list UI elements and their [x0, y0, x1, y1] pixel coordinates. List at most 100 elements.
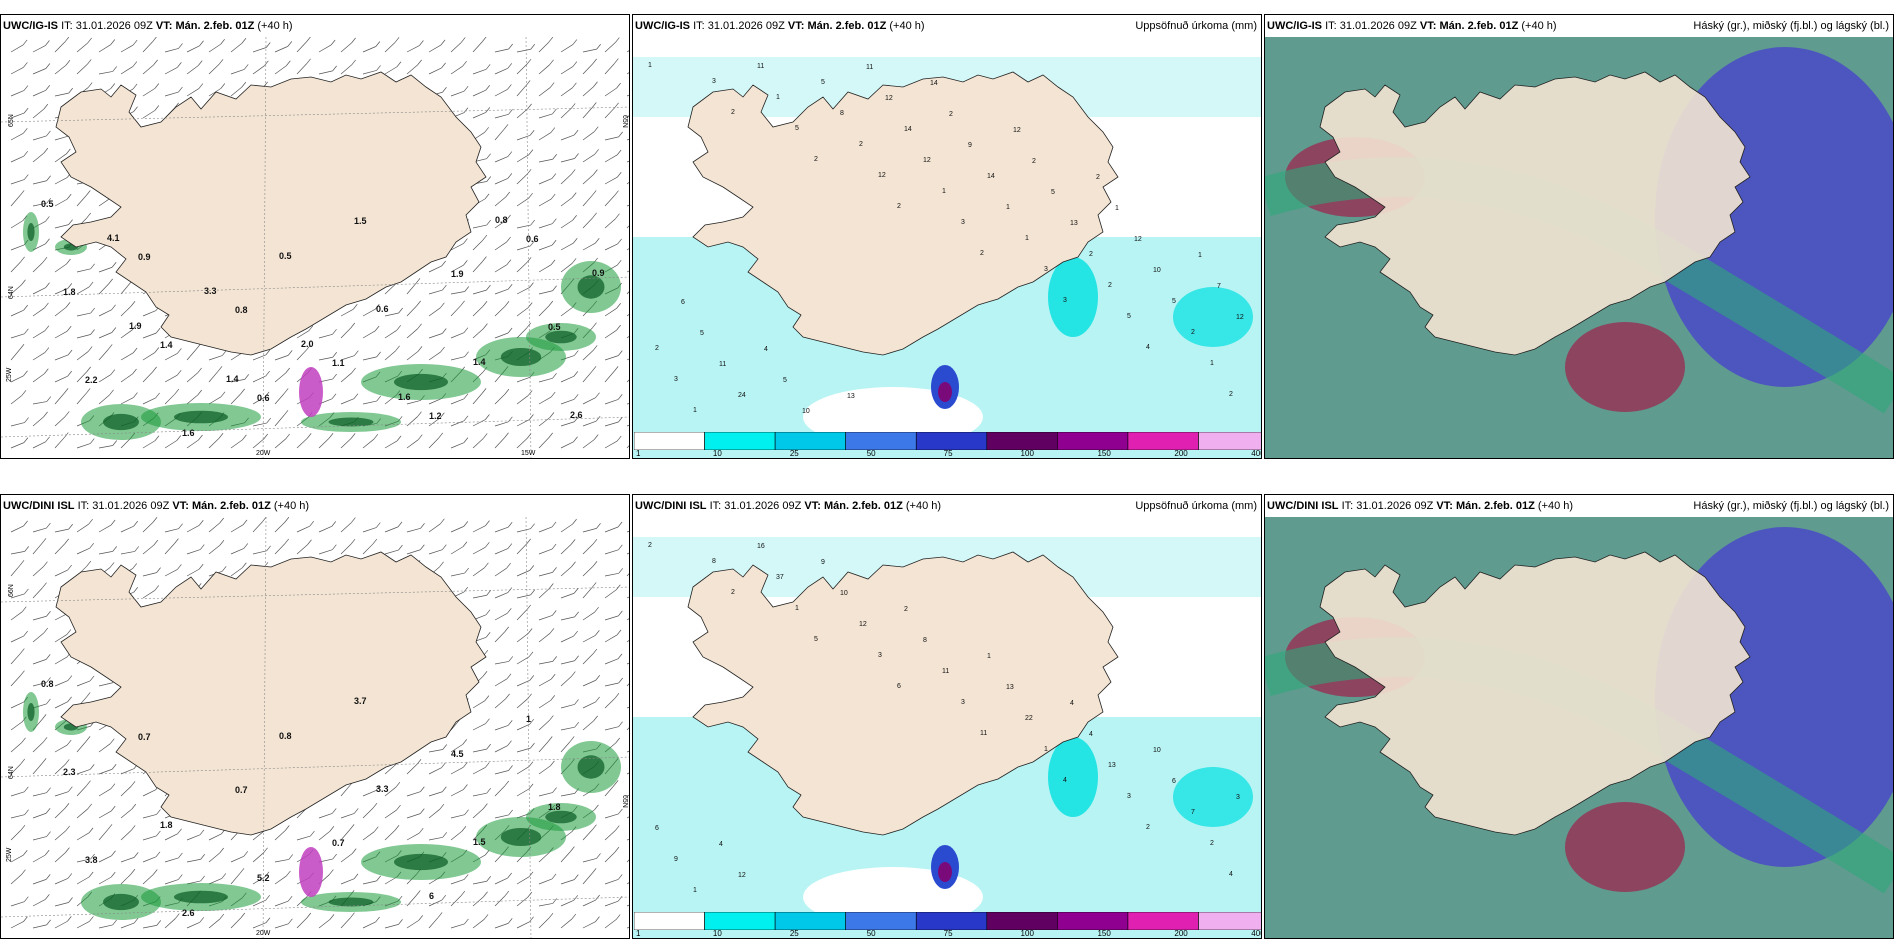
colorbar-swatch [634, 912, 705, 930]
panel-header: UWC/DINI ISL IT: 31.01.2026 09Z VT: Mán.… [1, 495, 629, 517]
wind-barb [560, 879, 575, 885]
wind-barb-flag [594, 606, 599, 613]
wind-barb [32, 352, 46, 361]
wind-barb-flag [110, 83, 116, 89]
wind-barb-flag [548, 300, 554, 307]
wind-barb-flag [130, 868, 136, 875]
wind-barb [142, 41, 153, 53]
precip-value: 3 [878, 652, 882, 659]
wind-barb [560, 592, 575, 599]
wind-barb-flag [130, 781, 136, 787]
wind-barb-flag [507, 872, 512, 879]
precip-value: 6 [897, 683, 901, 690]
wind-barb-flag [464, 351, 469, 357]
wind-barb-flag [573, 588, 579, 594]
cloud-map [1265, 37, 1893, 458]
lat-label: 65N [8, 114, 15, 127]
wind-barb [76, 523, 89, 533]
wind-barb-flag [416, 300, 421, 307]
wind-barb-flag [552, 108, 557, 115]
wind-barb-flag [442, 786, 447, 792]
wind-barb [494, 725, 509, 731]
wind-barb-flag [329, 914, 335, 920]
wind-barb [472, 594, 487, 599]
wind-barb-flag [508, 656, 514, 662]
wind-barb-flag [441, 328, 447, 334]
wind-barb [626, 424, 629, 427]
wind-barb [230, 524, 244, 533]
wind-barb-flag [154, 585, 160, 591]
wind-barb [626, 72, 629, 75]
iceland-land [55, 71, 487, 356]
wind-barb-flag [552, 898, 558, 904]
wind-barb [76, 741, 87, 753]
precip-value: 7 [1191, 809, 1195, 816]
wind-barb-flag [418, 827, 424, 834]
wind-barb-flag [592, 102, 597, 108]
gust-value: 4.5 [451, 749, 464, 759]
wind-barb-flag [86, 780, 91, 786]
wind-barb [54, 528, 69, 533]
wind-barb [450, 572, 465, 577]
colorbar-swatch [1057, 912, 1129, 930]
wind-barb-flag [263, 433, 269, 440]
wind-barb-flag [88, 518, 93, 525]
gust-shading [23, 692, 621, 920]
wind-barb-flag [482, 433, 488, 439]
colorbar-tick-label: 400 [1251, 449, 1261, 458]
wind-barb-flag [24, 588, 29, 595]
lead-time: (+40 h) [889, 20, 925, 32]
wind-barb-flag [396, 61, 402, 67]
gust-value: 6 [429, 891, 434, 901]
wind-barb-flag [486, 787, 491, 794]
wind-barb-flag [507, 522, 513, 528]
wind-barb-flag [569, 736, 575, 742]
wind-barb [208, 371, 219, 383]
wind-barb [494, 219, 507, 229]
wind-barb [252, 422, 267, 427]
precip-value: 4 [719, 841, 723, 848]
precip-value: 13 [1108, 762, 1116, 769]
wind-barb [164, 569, 178, 577]
wind-barb-flag [353, 393, 359, 399]
wind-barb-flag [396, 325, 401, 331]
wind-barb [538, 87, 551, 97]
wind-barb [450, 243, 464, 251]
wind-barb-flag [375, 916, 380, 923]
wind-barb [538, 178, 553, 185]
wind-barb [76, 785, 87, 797]
wind-barb [32, 792, 47, 797]
wind-barb-flag [87, 82, 93, 88]
wind-barb-flag [89, 675, 95, 682]
wind-barb-flag [85, 736, 91, 742]
precip-value: 13 [1006, 684, 1014, 691]
wind-barb [406, 45, 420, 53]
wind-barb-flag [22, 850, 28, 856]
wind-barb [560, 219, 573, 229]
wind-barb-flag [439, 803, 445, 810]
lead-time: (+40 h) [257, 20, 293, 32]
wind-barb [10, 284, 22, 295]
wind-barb-flag [198, 434, 203, 441]
wind-barb [252, 830, 265, 841]
wind-barb-flag [551, 239, 557, 246]
wind-barb-flag [219, 540, 225, 546]
colorbar-tick-label: 75 [943, 449, 953, 458]
wind-barb [54, 288, 68, 295]
wind-barb [494, 592, 509, 599]
wind-barb-flag [23, 370, 28, 376]
wind-barb [626, 248, 629, 251]
wind-barb-flag [67, 370, 72, 377]
wind-barb [494, 332, 509, 339]
precip-value: 2 [859, 141, 863, 148]
wind-barb-flag [593, 715, 598, 722]
wind-barb [10, 721, 23, 731]
wind-barb [10, 763, 22, 775]
wind-barb-flag [572, 518, 577, 525]
wind-barb-flag [526, 538, 531, 545]
wind-barb-flag [420, 808, 425, 814]
wind-barb-flag [24, 328, 29, 335]
wind-barb-flag [572, 39, 578, 45]
strong-gust-area [299, 847, 323, 897]
init-time: 31.01.2026 09Z [92, 500, 170, 512]
